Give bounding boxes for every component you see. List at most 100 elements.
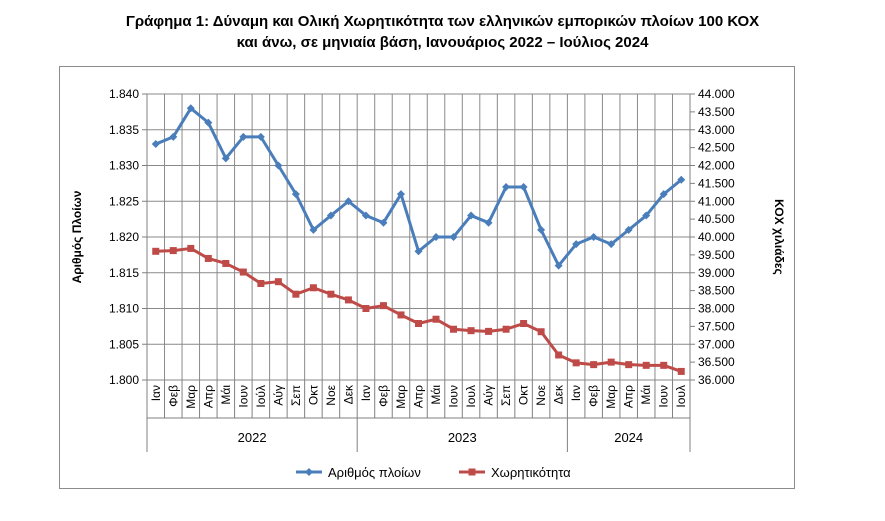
x-tick-label: Αύγ — [271, 385, 285, 406]
data-point-series-2 — [467, 327, 475, 335]
data-point-series-2 — [520, 320, 528, 328]
x-tick-label: Οκτ — [306, 385, 320, 405]
x-year-label: 2022 — [238, 430, 267, 445]
x-tick-label: Ιουν — [657, 385, 671, 408]
y-axis-title-right: ΚΟΧ χιλιάδες — [772, 199, 786, 275]
data-point-series-2 — [450, 325, 458, 333]
y-tick-label-right: 42.500 — [698, 141, 735, 155]
data-point-series-1 — [677, 175, 686, 184]
x-tick-label: Φεβ — [166, 385, 180, 407]
x-tick-label: Φεβ — [376, 385, 390, 407]
data-point-series-1 — [221, 154, 230, 163]
x-year-label: 2024 — [614, 430, 643, 445]
data-point-series-2 — [292, 290, 300, 298]
data-point-series-2 — [152, 247, 160, 255]
x-tick-label: Φεβ — [587, 385, 601, 407]
data-point-series-1 — [537, 225, 546, 234]
y-tick-label-left: 1.820 — [109, 230, 139, 244]
y-tick-label-left: 1.830 — [109, 159, 139, 173]
data-point-series-1 — [291, 190, 300, 199]
chart-title-line1: Γράφημα 1: Δύναμη και Ολική Χωρητικότητα… — [125, 13, 760, 30]
y-tick-label-right: 39.000 — [698, 266, 735, 280]
data-point-series-2 — [590, 361, 598, 369]
data-point-series-2 — [327, 290, 335, 298]
x-tick-label: Μαρ — [394, 385, 408, 409]
x-tick-label: Οκτ — [517, 385, 531, 405]
data-point-series-1 — [572, 240, 581, 249]
data-point-series-1 — [484, 218, 493, 227]
data-point-series-2 — [625, 361, 633, 369]
x-tick-label: Απρ — [622, 385, 636, 408]
x-tick-label: Σεπ — [289, 385, 303, 406]
y-tick-label-right: 42.000 — [698, 159, 735, 173]
data-point-series-1 — [204, 118, 213, 127]
chart-frame — [59, 66, 795, 489]
x-tick-label: Ιουλ — [674, 385, 688, 408]
data-point-series-1 — [554, 261, 563, 270]
data-point-series-2 — [555, 351, 563, 359]
legend-marker-1 — [305, 468, 313, 476]
x-tick-label: Μάι — [429, 385, 443, 405]
data-point-series-1 — [414, 247, 423, 256]
y-tick-label-right: 44.000 — [698, 87, 735, 101]
data-point-series-1 — [624, 225, 633, 234]
y-tick-label-right: 39.500 — [698, 248, 735, 262]
data-point-series-2 — [362, 305, 370, 312]
legend-label-1: Αριθμός πλοίων — [328, 465, 421, 480]
data-point-series-1 — [169, 132, 178, 141]
data-point-series-2 — [274, 278, 282, 286]
y-tick-label-left: 1.805 — [109, 337, 139, 351]
x-tick-label: Ιουν — [447, 385, 461, 408]
data-point-series-2 — [642, 361, 650, 369]
data-point-series-2 — [222, 259, 230, 267]
x-tick-label: Ιούλ — [254, 385, 268, 408]
x-tick-label: Μάι — [219, 385, 233, 405]
data-point-series-1 — [659, 190, 668, 199]
data-point-series-2 — [485, 327, 493, 335]
x-tick-label: Νοε — [324, 384, 338, 405]
data-point-series-2 — [677, 367, 685, 375]
y-tick-label-right: 36.000 — [698, 373, 735, 387]
x-tick-label: Ιαν — [569, 385, 583, 401]
data-point-series-1 — [274, 161, 283, 170]
data-point-series-2 — [572, 359, 580, 367]
data-point-series-2 — [187, 244, 195, 252]
data-point-series-1 — [589, 233, 598, 241]
x-tick-label: Απρ — [201, 385, 215, 408]
data-point-series-2 — [344, 296, 352, 304]
data-point-series-2 — [607, 358, 615, 366]
x-tick-label: Νοε — [534, 384, 548, 405]
data-point-series-2 — [537, 328, 545, 336]
y-tick-label-left: 1.840 — [109, 87, 139, 101]
data-point-series-2 — [397, 311, 405, 319]
data-point-series-2 — [502, 325, 510, 333]
x-tick-label: Ιουλ — [464, 385, 478, 408]
x-tick-label: Δεκ — [552, 384, 566, 404]
data-point-series-1 — [379, 218, 388, 227]
data-point-series-1 — [432, 233, 441, 241]
data-point-series-1 — [519, 182, 528, 191]
data-point-series-1 — [326, 211, 335, 220]
x-tick-label: Μαρ — [604, 385, 618, 409]
x-tick-label: Δεκ — [341, 384, 355, 404]
data-point-series-2 — [660, 361, 668, 369]
data-point-series-2 — [379, 302, 387, 310]
x-tick-label: Σεπ — [499, 385, 513, 406]
x-tick-label: Ιουν — [236, 385, 250, 408]
data-point-series-2 — [257, 279, 265, 287]
y-tick-label-right: 43.000 — [698, 123, 735, 137]
y-tick-label-left: 1.835 — [109, 123, 139, 137]
data-point-series-1 — [449, 233, 458, 241]
x-tick-label: Ιαν — [359, 385, 373, 401]
data-point-series-2 — [239, 268, 247, 276]
x-year-label: 2023 — [448, 430, 477, 445]
y-tick-label-right: 40.500 — [698, 212, 735, 226]
y-tick-label-right: 37.000 — [698, 337, 735, 351]
data-point-series-2 — [309, 284, 317, 292]
y-tick-label-right: 38.500 — [698, 284, 735, 298]
data-point-series-2 — [415, 320, 422, 328]
y-tick-label-right: 37.500 — [698, 319, 735, 333]
data-point-series-2 — [169, 247, 177, 255]
y-tick-label-right: 41.000 — [698, 194, 735, 208]
